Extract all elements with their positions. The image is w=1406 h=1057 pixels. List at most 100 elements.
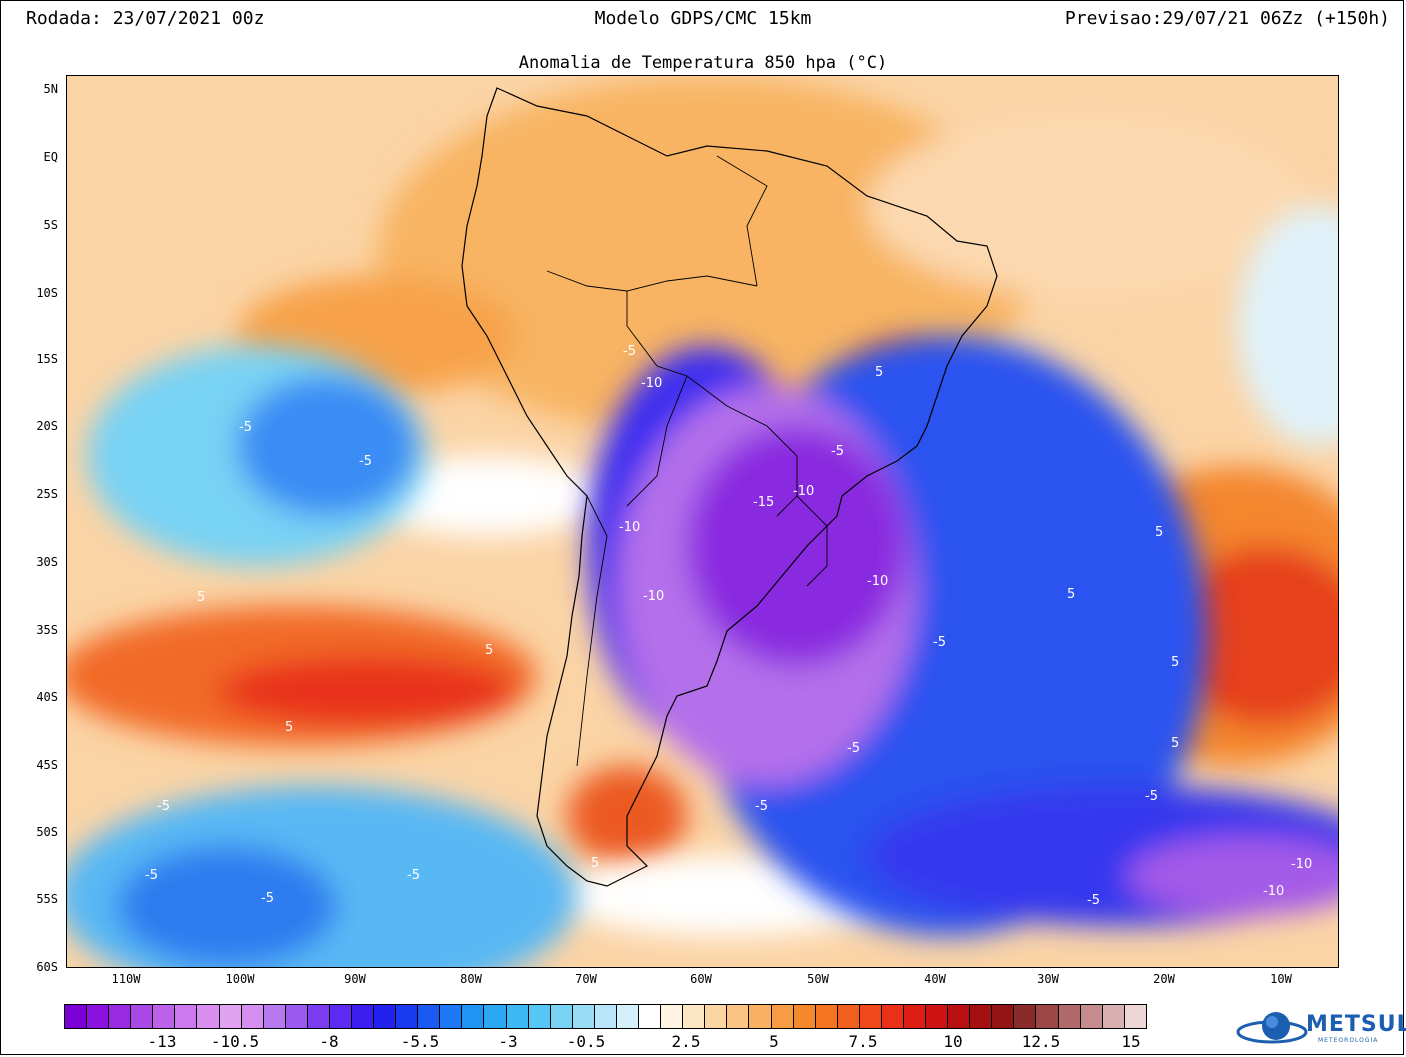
contour-label: 5 xyxy=(285,720,293,735)
colorbar-swatch xyxy=(65,1005,88,1028)
colorbar-swatch xyxy=(462,1005,485,1028)
colorbar-swatch xyxy=(484,1005,507,1028)
colorbar-swatch xyxy=(616,1005,640,1028)
logo-subtitle: METEOROLOGIA xyxy=(1318,1037,1379,1044)
colorbar-tick-label: 5 xyxy=(769,1032,779,1051)
lon-label: 50W xyxy=(807,972,829,986)
lon-label: 90W xyxy=(344,972,366,986)
colorbar-swatch xyxy=(594,1005,617,1028)
contour-label: -10 xyxy=(641,376,662,391)
colorbar-tick-label: 10 xyxy=(943,1032,963,1051)
colorbar-swatch xyxy=(241,1005,264,1028)
lat-label: 55S xyxy=(36,892,58,906)
lat-label: 45S xyxy=(36,758,58,772)
colorbar-tick-label: 15 xyxy=(1121,1032,1141,1051)
contour-label: -5 xyxy=(359,454,372,469)
lat-label: 20S xyxy=(36,419,58,433)
colorbar-swatch xyxy=(572,1005,595,1028)
lat-label: 60S xyxy=(36,960,58,974)
colorbar-swatch xyxy=(705,1005,728,1028)
lat-label: 50S xyxy=(36,825,58,839)
contour-label: 5 xyxy=(197,590,205,605)
colorbar-swatch xyxy=(859,1005,882,1028)
colorbar-swatch xyxy=(396,1005,419,1028)
colorbar-swatch xyxy=(881,1005,904,1028)
contour-label: -5 xyxy=(847,741,860,756)
contour-labels: -5 -10 -5 -5 -5 -10 -15 -10 -10 -10 -5 -… xyxy=(145,344,1312,908)
colorbar-swatch xyxy=(87,1005,110,1028)
colorbar-swatch xyxy=(639,1005,662,1028)
colorbar-swatch xyxy=(948,1005,971,1028)
colorbar-tick-label: -5.5 xyxy=(400,1032,440,1051)
lon-label: 70W xyxy=(575,972,597,986)
colorbar-swatch xyxy=(683,1005,706,1028)
colorbar-tick-label: -8 xyxy=(319,1032,339,1051)
contour-label: -5 xyxy=(261,891,274,906)
lat-label: 15S xyxy=(36,352,58,366)
lat-label: 10S xyxy=(36,286,58,300)
run-date-label: Rodada: 23/07/2021 00z xyxy=(26,8,265,29)
map-title: Anomalia de Temperatura 850 hpa (°C) xyxy=(518,53,888,73)
colorbar-swatch xyxy=(903,1005,927,1028)
colorbar-tick-label: 12.5 xyxy=(1021,1032,1061,1051)
contour-label: -15 xyxy=(753,495,774,510)
colorbar-swatch xyxy=(109,1005,132,1028)
colorbar-swatch xyxy=(1036,1005,1059,1028)
contour-label: -10 xyxy=(1291,857,1312,872)
colorbar-swatch xyxy=(285,1005,308,1028)
colorbar-swatch xyxy=(131,1005,154,1028)
colorbar-swatch xyxy=(175,1005,198,1028)
contour-label: -5 xyxy=(157,799,170,814)
colorbar-swatch xyxy=(992,1005,1015,1028)
colorbar-swatch xyxy=(1124,1005,1146,1028)
colorbar-tick-label: 7.5 xyxy=(848,1032,878,1051)
contour-label: 5 xyxy=(1171,655,1179,670)
contour-label: 5 xyxy=(591,856,599,871)
colorbar-tick-label: -3 xyxy=(498,1032,518,1051)
colorbar-swatch xyxy=(661,1005,684,1028)
contour-label: -5 xyxy=(933,635,946,650)
contour-label: -10 xyxy=(619,520,640,535)
colorbar-swatch xyxy=(528,1005,551,1028)
lat-label: 5S xyxy=(43,218,58,232)
colorbar-swatch xyxy=(1102,1005,1125,1028)
contour-label: -5 xyxy=(1087,893,1100,908)
lon-label: 100W xyxy=(225,972,255,986)
contour-label: -10 xyxy=(793,484,814,499)
colorbar-swatch xyxy=(197,1005,220,1028)
colorbar-tick-label: -0.5 xyxy=(566,1032,606,1051)
contour-label: -5 xyxy=(145,868,158,883)
colorbar-swatch xyxy=(1080,1005,1103,1028)
colorbar-swatch xyxy=(219,1005,242,1028)
colorbar-swatch xyxy=(440,1005,463,1028)
colorbar-swatch xyxy=(307,1005,330,1028)
lon-label: 10W xyxy=(1270,972,1292,986)
lon-label: 40W xyxy=(924,972,946,986)
anomaly-cold-regions xyxy=(67,336,1338,967)
contour-label: -10 xyxy=(643,589,664,604)
colorbar-swatch xyxy=(506,1005,529,1028)
colorbar-swatch xyxy=(153,1005,176,1028)
lat-label: 25S xyxy=(36,487,58,501)
colorbar-swatch xyxy=(837,1005,860,1028)
lon-label: 60W xyxy=(690,972,712,986)
south-america-outline xyxy=(461,87,998,887)
colorbar-swatch xyxy=(793,1005,816,1028)
colorbar-swatch xyxy=(550,1005,573,1028)
contour-label: 5 xyxy=(1067,587,1075,602)
forecast-time-label: Previsao:29/07/21 06Zz (+150h) xyxy=(1064,8,1390,29)
contour-label: -10 xyxy=(1263,884,1284,899)
lat-label: 40S xyxy=(36,690,58,704)
colorbar-swatch xyxy=(418,1005,441,1028)
contour-label: -5 xyxy=(1145,789,1158,804)
contour-label: 5 xyxy=(1171,736,1179,751)
colorbar-swatch xyxy=(1058,1005,1081,1028)
contour-label: 5 xyxy=(1155,525,1163,540)
lon-label: 20W xyxy=(1153,972,1175,986)
contour-label: -5 xyxy=(407,868,420,883)
contour-label: -5 xyxy=(239,420,252,435)
colorbar xyxy=(64,1004,1147,1029)
contour-label: -5 xyxy=(755,799,768,814)
anomaly-map: -5 -10 -5 -5 -5 -10 -15 -10 -10 -10 -5 -… xyxy=(66,75,1339,968)
